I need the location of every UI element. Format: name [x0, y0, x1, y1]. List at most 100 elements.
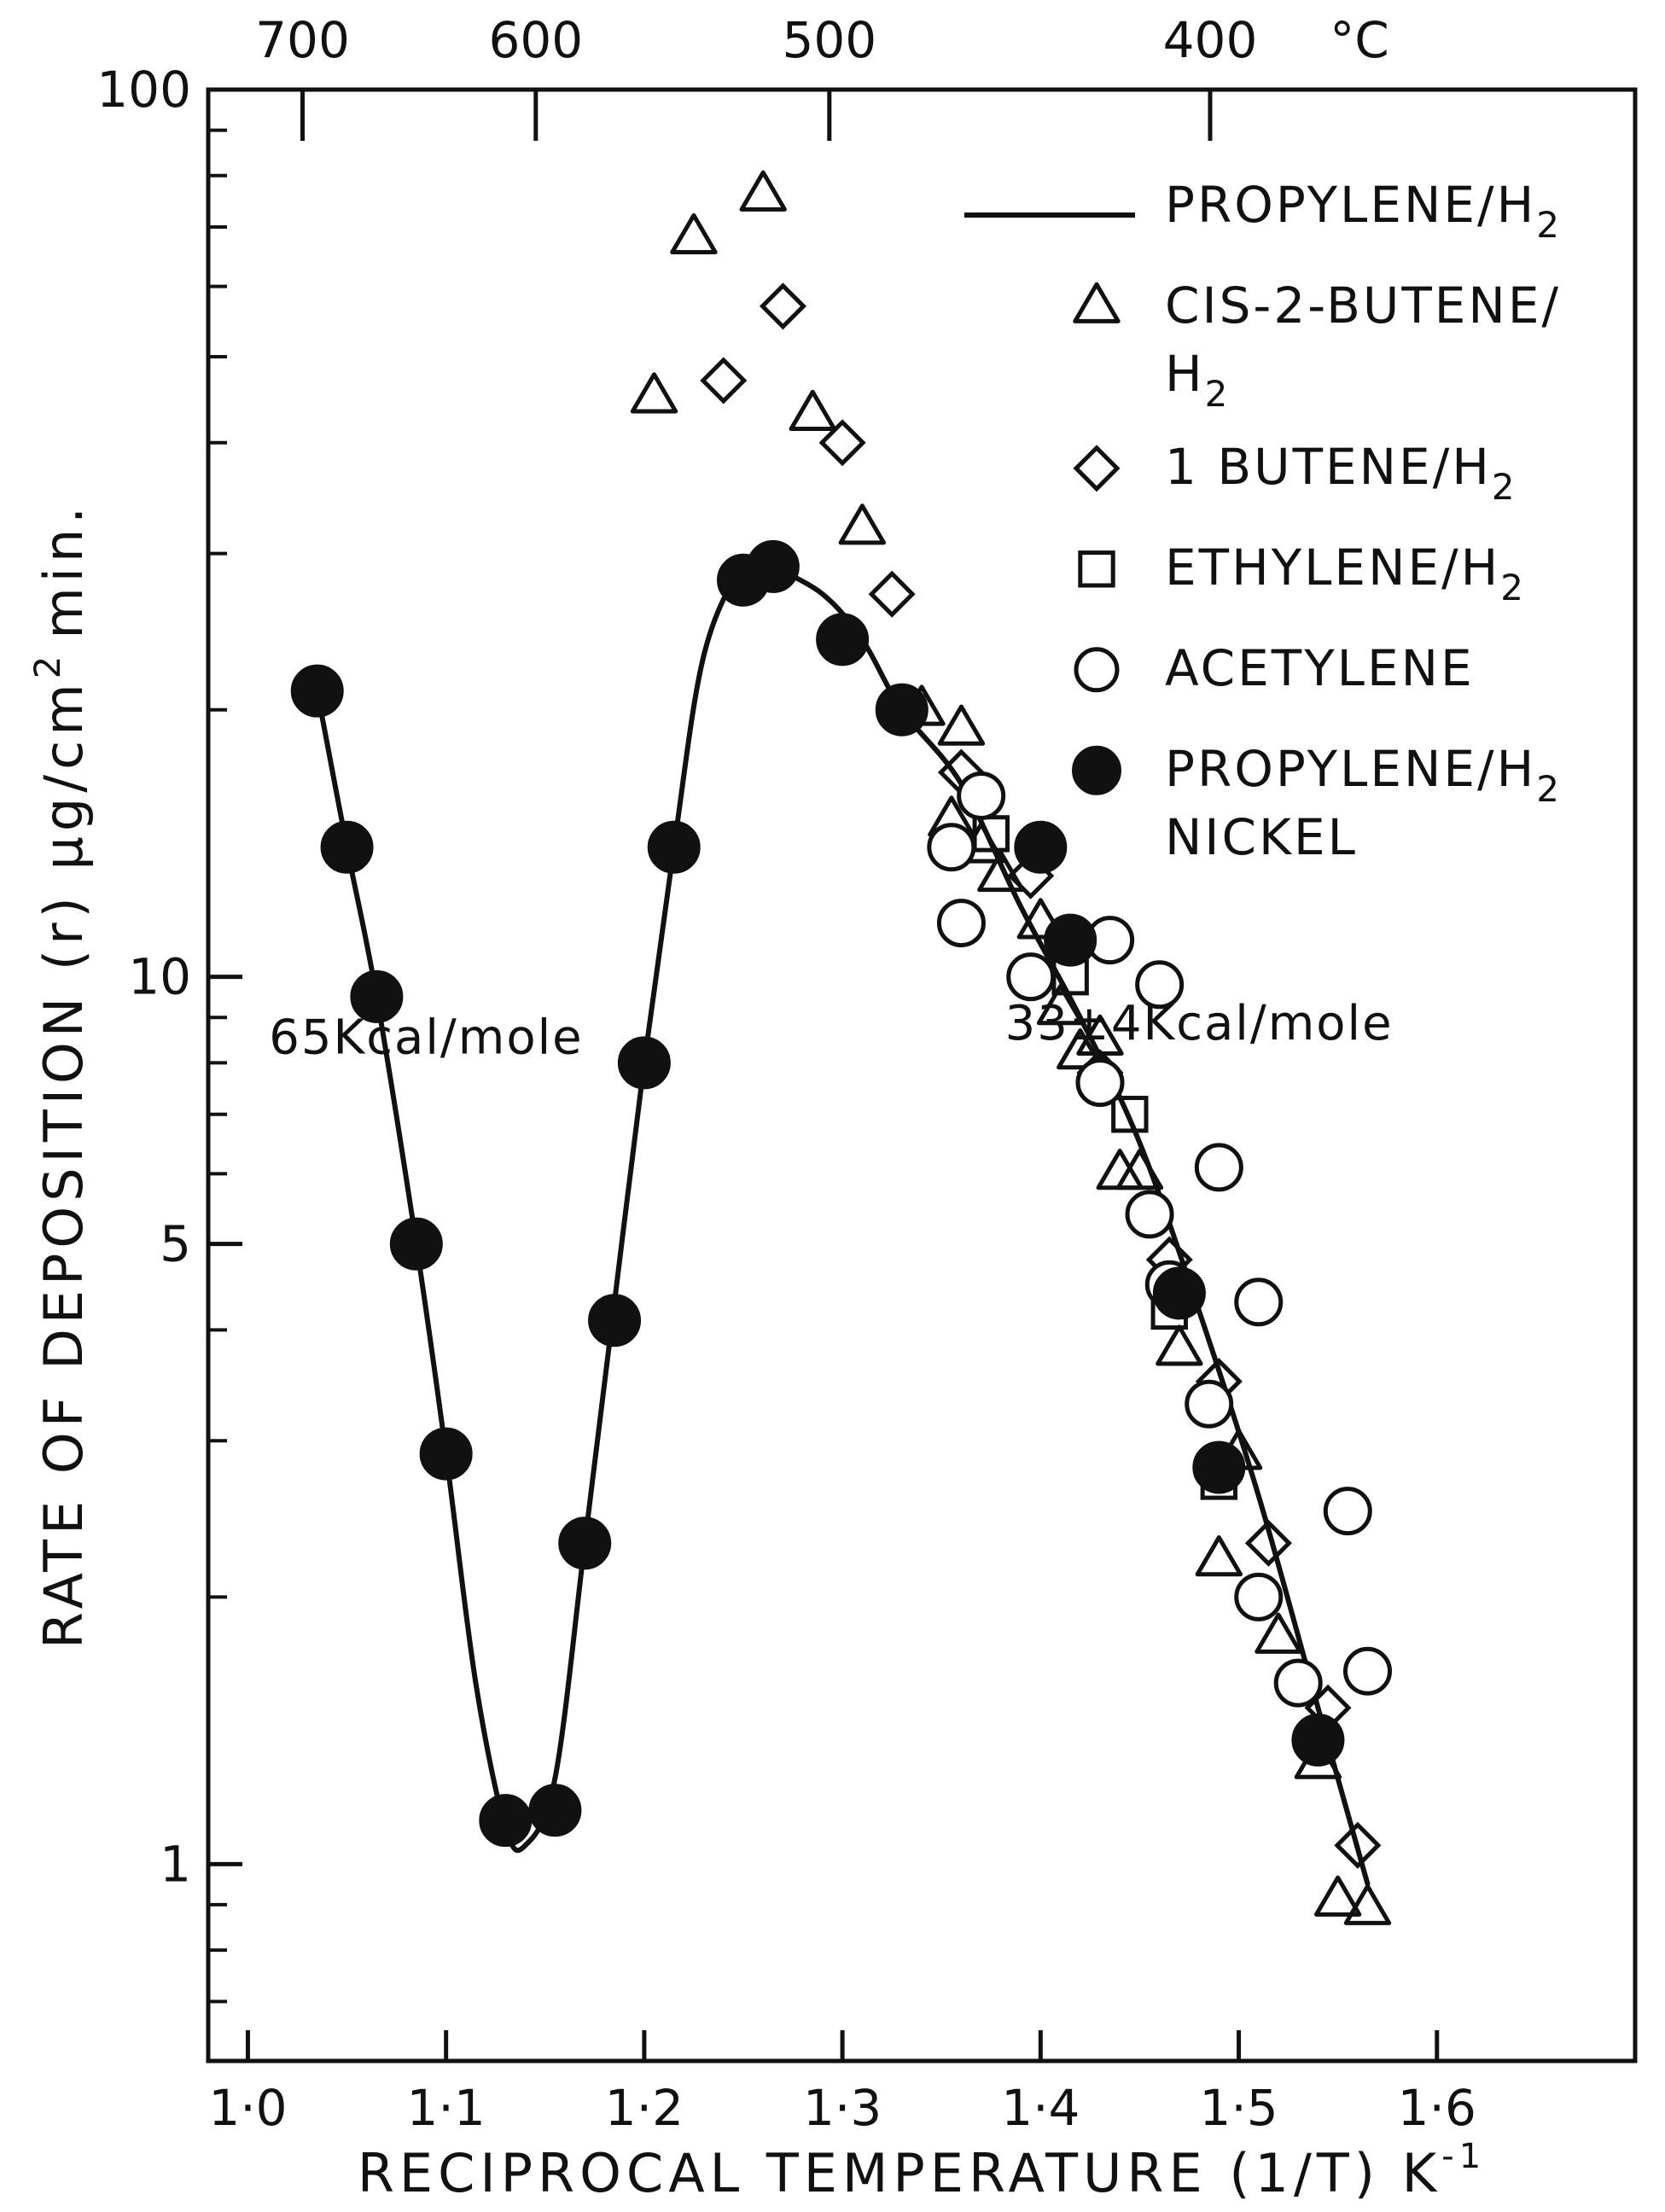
triangle-point [1156, 1324, 1203, 1366]
filled-circle-point [558, 1516, 612, 1570]
filled-circle-point [419, 1427, 473, 1481]
filled-circle-point [389, 1217, 443, 1271]
triangle-point [937, 704, 986, 746]
top-tick-label: 600 [488, 11, 583, 69]
x-tick-label: 1·4 [1001, 2079, 1080, 2137]
filled-circle-point [1192, 1441, 1246, 1494]
filled-circle-point [290, 664, 344, 718]
activation-energy-label-1: 33±4Kcal/mole [1005, 996, 1394, 1051]
top-tick-label: 400 [1163, 11, 1258, 69]
legend-label-line2: H [1165, 345, 1205, 403]
x-tick-label: 1·3 [803, 2079, 882, 2137]
triangle-point [670, 212, 718, 255]
y-axis: 1 5 10 100 [96, 61, 242, 2004]
triangle-point [838, 504, 887, 545]
circle-point [1343, 1646, 1392, 1696]
filled-circle-point [320, 820, 374, 874]
filled-circle-point [588, 1294, 642, 1348]
legend-entry-5: PROPYLENE/H2 [1165, 740, 1562, 810]
legend-label: CIS-2-BUTENE/ [1165, 276, 1561, 335]
filled-circle-point [816, 613, 870, 667]
legend-label: ACETYLENE [1165, 639, 1475, 697]
filled-circle-point [875, 683, 929, 736]
triangle-point [1057, 1027, 1104, 1070]
legend-label: 1 BUTENE/H [1165, 438, 1492, 496]
y-axis-title-text: RATE OF DEPOSITION (r) µg/cm [32, 678, 95, 1649]
circle-point [1273, 1658, 1323, 1708]
diamond-point [868, 570, 916, 618]
legend-circle-symbol [1074, 647, 1120, 693]
y-tick-label: 1 [160, 1835, 191, 1893]
filled-circle-point [528, 1784, 582, 1837]
legend-entry-5-line2: NICKEL [1165, 808, 1358, 866]
legend-entry-1-line2: H2 [1165, 345, 1230, 415]
circle-point [1135, 960, 1185, 1010]
circle-point [1125, 1190, 1174, 1239]
square-point [1111, 1096, 1149, 1133]
legend-triangle-symbol [1073, 282, 1121, 323]
circle-point [1006, 952, 1056, 1002]
x-axis: 1·0 1·1 1·2 1·3 1·4 1·5 1·6 [208, 2030, 1476, 2137]
x-tick-label: 1·5 [1199, 2079, 1278, 2137]
legend-subscript: 2 [1492, 466, 1517, 508]
triangle-point [630, 372, 678, 414]
filled-circle-point [479, 1794, 533, 1848]
legend-subscript: 2 [1205, 373, 1231, 415]
triangle-point [1343, 1883, 1392, 1925]
triangle-point [1115, 1149, 1164, 1190]
x-tick-label: 1·2 [605, 2079, 684, 2137]
diamond-point [759, 282, 806, 330]
x-axis-title-superscript: -1 [1441, 2137, 1486, 2176]
top-axis-unit: °C [1330, 11, 1389, 69]
top-tick-label: 700 [255, 11, 350, 69]
triangle-point [1036, 984, 1085, 1026]
circle-point [1234, 1278, 1284, 1327]
top-tick-label: 500 [782, 11, 876, 69]
circle-point [1323, 1487, 1372, 1536]
legend-label: ETHYLENE/H [1165, 538, 1500, 597]
filled-circle-point [1291, 1713, 1345, 1767]
legend-subscript: 2 [1536, 204, 1562, 246]
x-tick-label: 1·6 [1398, 2079, 1476, 2137]
y-axis-title-superscript: 2 [26, 651, 68, 679]
filled-circle-point [350, 969, 404, 1023]
filled-circle-point [746, 539, 800, 593]
legend-label: PROPYLENE/H [1165, 176, 1536, 234]
x-axis-title: RECIPROCAL TEMPERATURE (1/T) K-1 [358, 2137, 1486, 2204]
legend-entry-0: PROPYLENE/H2 [1165, 176, 1562, 246]
legend-label-line2: NICKEL [1165, 808, 1358, 866]
triangle-point [739, 170, 787, 212]
plot-frame [206, 87, 1638, 2064]
filled-circle-point [1044, 913, 1097, 967]
triangle-point [1195, 1535, 1243, 1577]
legend-filled-circle-symbol [1072, 745, 1121, 795]
y-axis-title-suffix: min. [32, 502, 95, 639]
x-tick-label: 1·0 [208, 2079, 287, 2137]
legend-subscript: 2 [1536, 768, 1562, 810]
circle-point [1234, 1572, 1284, 1621]
legend-entry-2: 1 BUTENE/H2 [1165, 438, 1517, 508]
diamond-point [1244, 1519, 1292, 1567]
top-axis: 700 600 500 400 °C [255, 11, 1389, 141]
legend-diamond-symbol [1073, 445, 1121, 492]
legend-entry-4: ACETYLENE [1165, 639, 1475, 697]
circle-point [1075, 1058, 1125, 1108]
fit-curve-0 [770, 563, 1371, 1887]
triangle-point [789, 389, 836, 431]
circle-point [1185, 1379, 1234, 1429]
filled-circle-point [617, 1036, 671, 1090]
diamond-point [700, 357, 748, 405]
circle-point [936, 899, 986, 948]
y-axis-title: RATE OF DEPOSITION (r) µg/cm2 min. [26, 502, 95, 1649]
y-tick-label: 10 [128, 948, 191, 1006]
annotations: 65Kcal/mole 33±4Kcal/mole [269, 996, 1394, 1065]
y-tick-label: 100 [96, 61, 191, 119]
legend-entry-1: CIS-2-BUTENE/ [1165, 276, 1561, 335]
filled-circle-point [647, 820, 701, 874]
x-axis-title-text: RECIPROCAL TEMPERATURE (1/T) K [358, 2142, 1441, 2204]
y-tick-label: 5 [160, 1215, 191, 1273]
triangle-point [1016, 898, 1065, 940]
legend-label: PROPYLENE/H [1165, 740, 1536, 798]
